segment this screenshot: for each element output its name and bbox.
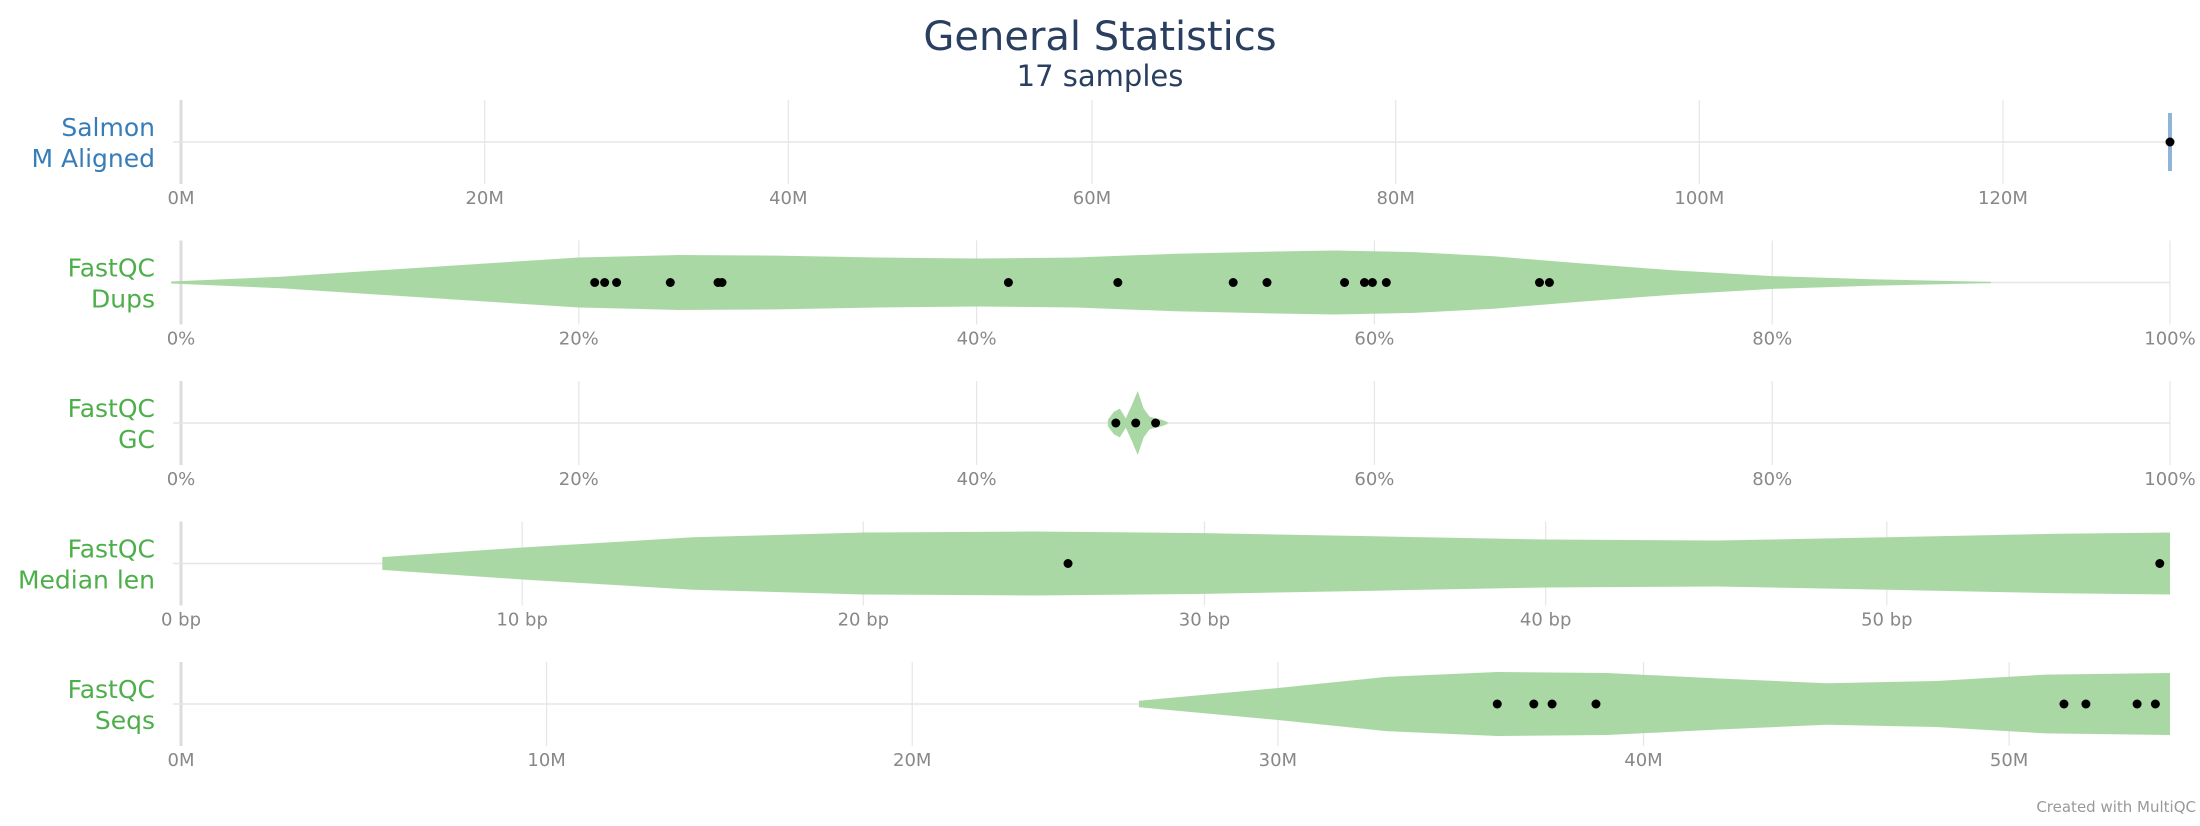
tick-label: 20 bp xyxy=(838,610,889,631)
tick-label: 30 bp xyxy=(1179,610,1230,631)
sample-point[interactable] xyxy=(2059,699,2069,709)
sample-point[interactable] xyxy=(2155,559,2165,568)
tick-label: 80M xyxy=(1376,188,1414,209)
sample-point[interactable] xyxy=(665,278,675,287)
tick-label: 100% xyxy=(2144,329,2195,350)
tick-label: 20M xyxy=(893,750,931,771)
tick-label: 50M xyxy=(1990,750,2028,771)
sample-point[interactable] xyxy=(1359,278,1369,287)
sample-point[interactable] xyxy=(1381,278,1391,287)
tick-label: 30M xyxy=(1259,750,1297,771)
sample-point[interactable] xyxy=(1131,418,1141,428)
tick-label: 0M xyxy=(168,188,195,209)
tick-label: 60% xyxy=(1354,469,1394,490)
row-label: FastQC xyxy=(68,394,155,423)
sample-point[interactable] xyxy=(1151,418,1161,428)
sample-point[interactable] xyxy=(1340,278,1350,287)
sample-point[interactable] xyxy=(1228,278,1238,287)
tick-label: 100% xyxy=(2144,469,2195,490)
sample-point[interactable] xyxy=(612,278,622,287)
tick-label: 60% xyxy=(1354,329,1394,350)
sample-point[interactable] xyxy=(1547,699,1557,709)
tick-label: 0% xyxy=(167,329,196,350)
row-label: Median len xyxy=(18,566,155,595)
sample-point[interactable] xyxy=(1111,418,1121,428)
tick-label: 20% xyxy=(559,469,599,490)
sample-point[interactable] xyxy=(1492,699,1502,709)
sample-point[interactable] xyxy=(717,278,727,287)
sample-point[interactable] xyxy=(2150,699,2160,709)
sample-point[interactable] xyxy=(1262,278,1272,287)
sample-point[interactable] xyxy=(1113,278,1123,287)
sample-point[interactable] xyxy=(1544,278,1554,287)
sample-point[interactable] xyxy=(2132,699,2142,709)
sample-point[interactable] xyxy=(1591,699,1601,709)
tick-label: 0M xyxy=(168,750,195,771)
tick-label: 100M xyxy=(1674,188,1724,209)
sample-point[interactable] xyxy=(2081,699,2091,709)
tick-label: 20M xyxy=(465,188,503,209)
violin-shape[interactable] xyxy=(382,531,2170,596)
row-label: Salmon xyxy=(61,113,155,142)
tick-label: 40M xyxy=(769,188,807,209)
tick-label: 80% xyxy=(1752,329,1792,350)
row-label: FastQC xyxy=(68,535,155,564)
row-label: FastQC xyxy=(68,675,155,704)
row-label: Dups xyxy=(91,285,155,314)
tick-label: 20% xyxy=(559,329,599,350)
sample-point[interactable] xyxy=(590,278,600,287)
sample-point[interactable] xyxy=(1003,278,1013,287)
tick-label: 40M xyxy=(1624,750,1662,771)
tick-label: 10 bp xyxy=(496,610,547,631)
tick-label: 50 bp xyxy=(1861,610,1912,631)
tick-label: 0% xyxy=(167,469,196,490)
credit-text[interactable]: Created with MultiQC xyxy=(2036,798,2196,816)
row-label: FastQC xyxy=(68,254,155,283)
row-label: GC xyxy=(118,425,155,454)
row-fastqc-median-len: 0 bp 10 bp 20 bp 30 bp 40 bp 50 bp FastQCMedia… xyxy=(18,521,2170,631)
tick-label: 40 bp xyxy=(1520,610,1571,631)
sample-point[interactable] xyxy=(600,278,610,287)
sample-point[interactable] xyxy=(1529,699,1539,709)
violin-shape[interactable] xyxy=(171,250,1992,315)
tick-label: 10M xyxy=(527,750,565,771)
row-label: M Aligned xyxy=(32,144,155,173)
violin-shape[interactable] xyxy=(1138,672,2170,736)
chart-subtitle: 17 samples xyxy=(1017,59,1184,93)
sample-point[interactable] xyxy=(1534,278,1544,287)
tick-label: 80% xyxy=(1752,469,1792,490)
tick-label: 40% xyxy=(957,329,997,350)
sample-point[interactable] xyxy=(2165,137,2175,147)
sample-point[interactable] xyxy=(1063,559,1073,568)
tick-label: 60M xyxy=(1073,188,1111,209)
tick-label: 120M xyxy=(1978,188,2028,209)
tick-label: 40% xyxy=(957,469,997,490)
sample-point[interactable] xyxy=(1367,278,1377,287)
chart-title: General Statistics xyxy=(923,14,1276,60)
row-label: Seqs xyxy=(95,706,155,735)
tick-label: 0 bp xyxy=(161,610,201,631)
